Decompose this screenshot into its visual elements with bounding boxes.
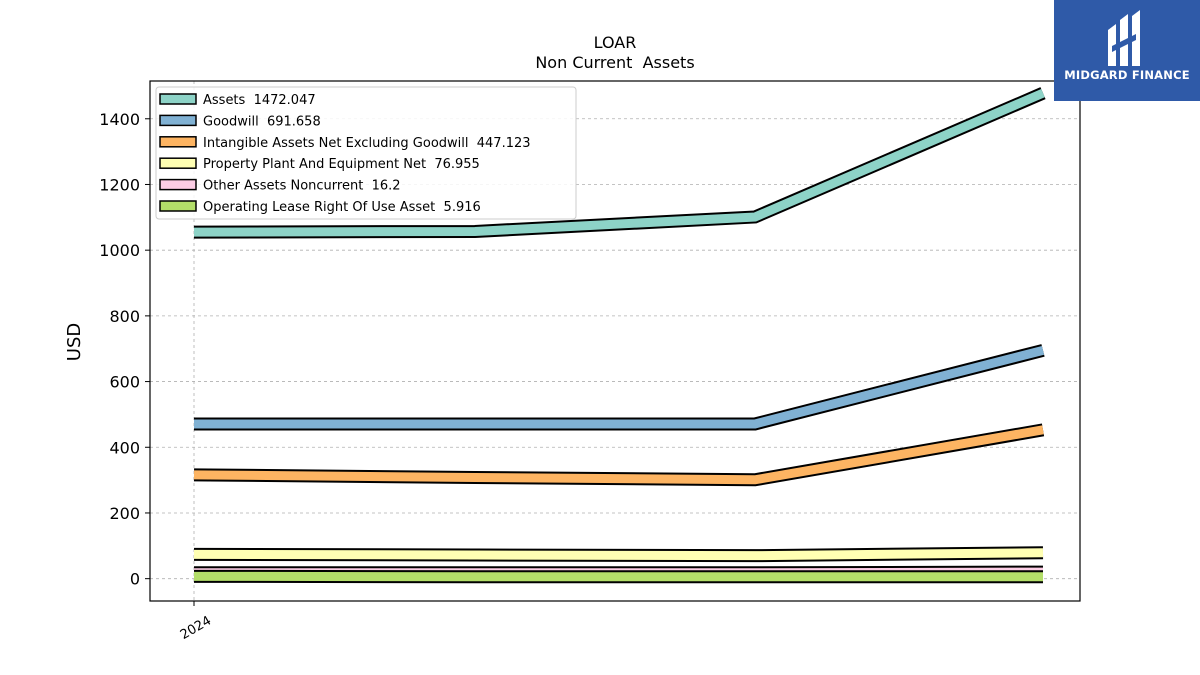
legend-box [155,86,577,220]
y-tick-label: 200 [109,504,140,523]
legend: Assets 1472.047 Goodwill 691.658 Intangibl… [155,86,577,220]
legend-label-4: Other Assets Noncurrent 16.2 [203,179,401,194]
legend-series-name: Property Plant And Equipment Net [203,157,426,172]
y-tick-label: 1200 [99,175,140,194]
legend-series-name: Intangible Assets Net Excluding Goodwill [203,136,469,151]
legend-series-value: 691.658 [259,114,321,129]
legend-label-3: Property Plant And Equipment Net 76.955 [203,157,480,172]
y-tick-label: 0 [130,570,140,589]
legend-series-name: Assets [203,93,246,108]
legend-series-name: Goodwill [203,114,259,129]
legend-series-name: Other Assets Noncurrent [203,179,363,194]
legend-series-name: Operating Lease Right Of Use Asset [203,200,435,215]
chart-subtitle: Non Current Assets [535,53,694,72]
legend-label-1: Goodwill 691.658 [203,114,321,129]
series-line-3 [193,548,1044,561]
legend-label-0: Assets 1472.047 [203,93,316,108]
logo-mark-icon [1108,10,1140,66]
chart-title: LOAR [594,33,637,52]
y-tick-label: 1000 [99,241,140,260]
y-tick-label: 1400 [99,110,140,129]
x-tick-label: 2024 [178,613,214,643]
legend-series-value: 1472.047 [245,93,315,108]
legend-label-2: Intangible Assets Net Excluding Goodwill… [203,136,531,151]
legend-label-5: Operating Lease Right Of Use Asset 5.916 [203,200,481,215]
y-tick-label: 600 [109,373,140,392]
y-tick-label: 400 [109,438,140,457]
legend-series-value: 16.2 [363,179,400,194]
series-line-0 [193,89,1045,237]
logo: MIDGARD FINANCE [1054,0,1200,101]
legend-swatch-2 [159,136,197,148]
legend-series-value: 5.916 [435,200,480,215]
y-axis-label: USD [64,323,85,361]
legend-swatch-0 [159,93,197,105]
plot-frame [149,80,1081,602]
legend-series-value: 447.123 [469,136,531,151]
legend-swatch-1 [159,114,197,127]
series-line-2 [193,425,1044,485]
y-tick-label: 800 [109,307,140,326]
legend-swatch-4 [159,178,197,191]
series-layer [193,87,1046,584]
logo-text: MIDGARD FINANCE [1064,68,1190,82]
series-line-1 [194,346,1045,429]
legend-swatch-5 [159,200,197,212]
legend-series-value: 76.955 [426,157,480,172]
legend-swatch-3 [159,157,197,169]
